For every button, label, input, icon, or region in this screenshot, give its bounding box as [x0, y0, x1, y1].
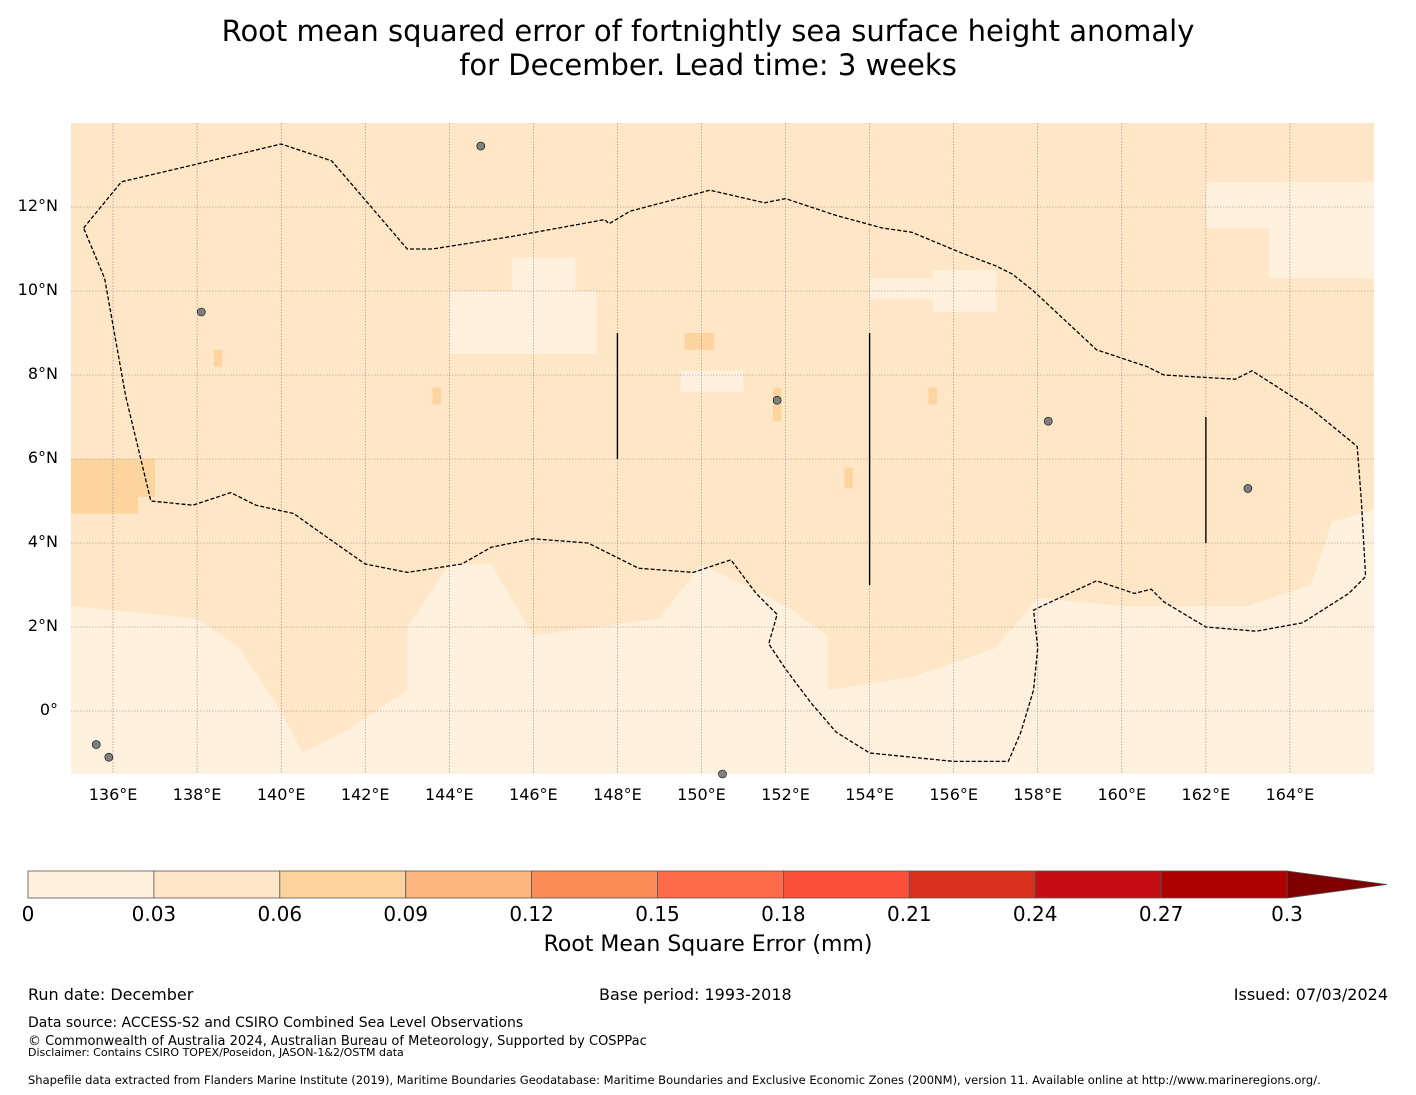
colorbar: [27, 870, 1388, 899]
map-plot: [71, 123, 1374, 779]
high-rmse-patch: [138, 459, 156, 497]
lat-tick-label: 4°N: [27, 532, 58, 551]
lon-tick-label: 144°E: [424, 785, 474, 804]
title-line-1: Root mean squared error of fortnightly s…: [221, 14, 1195, 48]
colorbar-tick-label: 0.27: [1138, 902, 1184, 926]
eez-outline: [83, 143, 1367, 763]
lon-tick-label: 148°E: [593, 785, 642, 804]
island: [104, 752, 114, 762]
lon-tick-label: 140°E: [256, 785, 306, 804]
lat-tick-label: 12°N: [17, 196, 58, 215]
colorbar-bin: [783, 870, 910, 899]
colorbar-tick-label: 0.21: [887, 902, 932, 926]
colorbar-bin: [531, 870, 658, 899]
high-rmse-patch: [844, 467, 853, 489]
low-rmse-patch: [512, 257, 576, 312]
low-rmse-patch: [932, 270, 996, 312]
lat-tick-label: 0°: [39, 700, 58, 719]
high-rmse-patch: [432, 387, 441, 405]
lon-tick-label: 150°E: [677, 785, 726, 804]
high-rmse-patch: [71, 459, 139, 514]
colorbar-tick-label: 0: [21, 902, 35, 926]
colorbar-tick-label: 0.09: [383, 902, 428, 926]
high-rmse-patch: [213, 349, 223, 367]
colorbar-tick-label: 0.03: [131, 902, 177, 926]
lon-tick-label: 160°E: [1097, 785, 1147, 804]
lon-tick-label: 152°E: [761, 785, 810, 804]
title-line-2: for December. Lead time: 3 weeks: [459, 48, 957, 82]
colorbar-bin: [405, 870, 533, 899]
copyright: © Commonwealth of Australia 2024, Austra…: [28, 1034, 647, 1049]
lon-tick-label: 146°E: [509, 785, 558, 804]
colorbar-tick-label: 0.18: [761, 902, 806, 926]
colorbar-bin: [1160, 870, 1288, 899]
island: [1243, 484, 1253, 493]
island: [772, 395, 782, 405]
rmse-cells: [71, 181, 1374, 774]
colorbar-bin: [1034, 870, 1162, 899]
colorbar-bin: [27, 870, 155, 899]
eez-boundary: [83, 143, 1367, 763]
lon-tick-label: 164°E: [1265, 785, 1315, 804]
lat-tick-label: 2°N: [27, 616, 58, 635]
colorbar-tick-label: 0.06: [257, 902, 303, 926]
colorbar-bin: [908, 870, 1036, 899]
low-rmse-patch: [869, 278, 933, 300]
lat-tick-label: 8°N: [27, 364, 58, 383]
colorbar-extend-arrow: [1286, 870, 1388, 899]
island: [91, 740, 101, 749]
lat-tick-label: 6°N: [27, 448, 58, 467]
low-rmse-patch: [680, 370, 744, 392]
high-rmse-patch: [684, 333, 715, 350]
low-rmse-region: [71, 509, 1374, 774]
island: [197, 307, 206, 317]
colorbar-bin: [279, 870, 407, 899]
shapefile-credit: Shapefile data extracted from Flanders M…: [28, 1073, 1321, 1087]
low-rmse-patch: [1268, 228, 1374, 279]
disclaimer: Disclaimer: Contains CSIRO TOPEX/Poseido…: [28, 1046, 404, 1059]
island: [476, 141, 486, 151]
lon-tick-label: 154°E: [845, 785, 894, 804]
lon-tick-label: 136°E: [88, 785, 138, 804]
colorbar-label: Root Mean Square Error (mm): [543, 932, 873, 957]
lon-tick-label: 156°E: [929, 785, 978, 804]
run-date: Run date: December: [28, 985, 194, 1004]
lon-tick-label: 138°E: [172, 785, 222, 804]
colorbar-tick-label: 0.15: [635, 902, 680, 926]
island: [718, 769, 727, 779]
high-rmse-patch: [928, 387, 937, 405]
island: [1043, 416, 1053, 426]
colorbar-bin: [153, 870, 281, 899]
colorbar-tick-label: 0.24: [1012, 902, 1058, 926]
issued-date: Issued: 07/03/2024: [1233, 985, 1388, 1004]
colorbar-tick-label: 0.3: [1271, 902, 1303, 926]
base-period: Base period: 1993-2018: [599, 985, 792, 1004]
land-masses: [91, 141, 1253, 779]
chart-title: Root mean squared error of fortnightly s…: [0, 14, 1416, 82]
colorbar-tick-label: 0.12: [509, 902, 554, 926]
lon-tick-label: 158°E: [1013, 785, 1063, 804]
lat-tick-label: 10°N: [17, 280, 58, 299]
colorbar-bin: [657, 870, 784, 899]
lon-tick-label: 142°E: [340, 785, 390, 804]
lon-tick-label: 162°E: [1181, 785, 1231, 804]
data-source: Data source: ACCESS-S2 and CSIRO Combine…: [28, 1015, 524, 1031]
